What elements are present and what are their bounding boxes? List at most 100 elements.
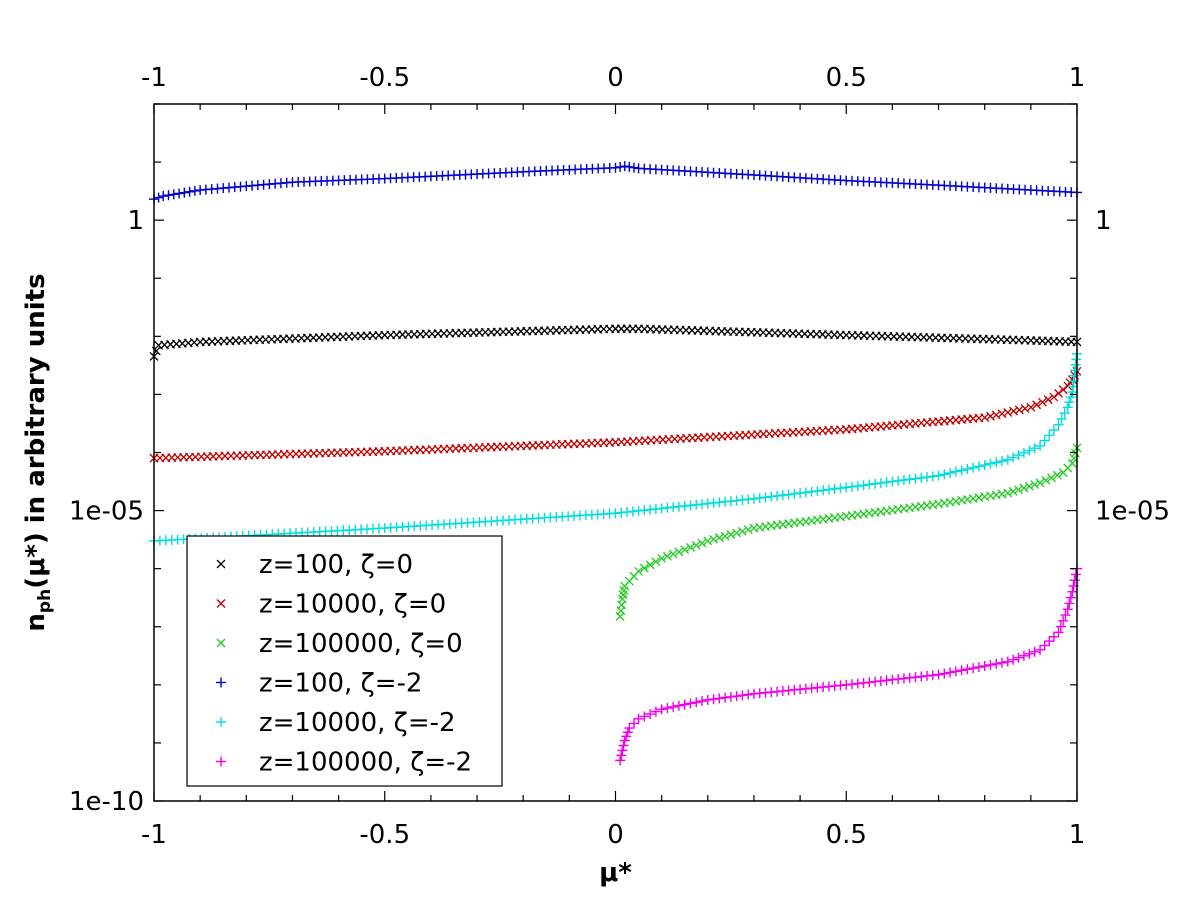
marker-stroke bbox=[709, 534, 719, 544]
marker-stroke bbox=[177, 338, 187, 348]
marker-stroke bbox=[749, 523, 759, 533]
data-point bbox=[709, 534, 719, 544]
marker-stroke bbox=[899, 504, 909, 514]
data-point bbox=[1030, 480, 1040, 490]
data-point bbox=[1043, 395, 1053, 405]
series-2 bbox=[615, 443, 1082, 621]
data-point bbox=[617, 745, 628, 756]
data-point bbox=[624, 723, 635, 734]
marker-stroke bbox=[945, 497, 955, 507]
data-point bbox=[624, 161, 635, 172]
data-point bbox=[674, 547, 684, 557]
data-point bbox=[985, 458, 996, 469]
marker-stroke bbox=[691, 540, 701, 550]
data-point bbox=[1044, 636, 1055, 647]
marker-stroke bbox=[726, 530, 736, 539]
marker-stroke bbox=[974, 413, 984, 423]
data-point bbox=[1067, 458, 1077, 468]
data-point bbox=[615, 161, 626, 172]
data-point bbox=[1008, 654, 1019, 665]
marker-stroke bbox=[991, 490, 1001, 500]
marker-stroke bbox=[189, 337, 199, 347]
data-point bbox=[777, 490, 788, 501]
data-point bbox=[714, 693, 725, 704]
data-point bbox=[973, 461, 984, 472]
data-point bbox=[1026, 402, 1036, 412]
marker-stroke bbox=[1035, 478, 1045, 488]
data-point bbox=[1018, 650, 1029, 661]
series-5 bbox=[615, 563, 1082, 766]
data-point bbox=[725, 691, 736, 702]
data-point bbox=[702, 694, 713, 705]
data-point bbox=[748, 493, 759, 504]
data-point bbox=[697, 696, 708, 707]
data-point bbox=[1065, 592, 1076, 603]
data-point bbox=[616, 750, 627, 761]
data-point bbox=[922, 472, 933, 483]
ticks-layer bbox=[153, 103, 1078, 802]
data-point bbox=[754, 493, 765, 504]
data-point bbox=[639, 563, 649, 573]
marker-stroke bbox=[720, 531, 730, 541]
data-point bbox=[685, 698, 696, 709]
legend-marker bbox=[216, 559, 226, 569]
data-point bbox=[610, 162, 621, 173]
data-point bbox=[174, 188, 185, 199]
data-point bbox=[991, 658, 1002, 669]
data-point bbox=[985, 659, 996, 670]
data-point bbox=[153, 192, 164, 203]
marker-stroke bbox=[922, 418, 932, 427]
marker-stroke bbox=[853, 510, 863, 520]
marker-stroke bbox=[807, 516, 817, 526]
marker-stroke bbox=[824, 513, 834, 523]
legend-label: z=10000, ζ=0 bbox=[259, 590, 446, 620]
legend-marker bbox=[216, 677, 226, 688]
marker-stroke bbox=[1067, 458, 1077, 468]
marker-stroke bbox=[166, 339, 175, 349]
data-point bbox=[650, 706, 661, 717]
marker-stroke bbox=[882, 421, 892, 431]
marker-stroke bbox=[841, 511, 851, 521]
x-tick-label-top: 0 bbox=[607, 63, 624, 93]
data-point bbox=[858, 480, 869, 491]
data-point bbox=[1014, 485, 1024, 495]
data-point bbox=[956, 665, 967, 676]
data-point bbox=[852, 480, 863, 491]
data-point bbox=[875, 478, 886, 489]
data-point bbox=[720, 692, 731, 703]
marker-stroke bbox=[864, 508, 874, 518]
marker-stroke bbox=[686, 543, 695, 552]
data-point bbox=[1041, 475, 1051, 485]
marker-stroke bbox=[1008, 486, 1018, 496]
marker-stroke bbox=[1052, 470, 1062, 480]
marker-stroke bbox=[980, 413, 990, 422]
data-point bbox=[772, 490, 783, 501]
data-point bbox=[732, 528, 742, 538]
legend-label: z=100, ζ=-2 bbox=[259, 669, 422, 699]
data-point bbox=[870, 478, 881, 489]
marker-stroke bbox=[991, 410, 1001, 420]
y-axis-title-rest: (μ*) in arbitrary units bbox=[21, 273, 51, 588]
data-point bbox=[893, 475, 904, 486]
marker-stroke bbox=[974, 493, 984, 503]
marker-stroke bbox=[957, 415, 967, 424]
data-point bbox=[615, 755, 626, 766]
marker-stroke bbox=[997, 489, 1007, 499]
data-point bbox=[968, 663, 979, 674]
data-point bbox=[1069, 575, 1080, 586]
data-point bbox=[962, 664, 973, 675]
series-3 bbox=[149, 161, 1082, 205]
marker-stroke bbox=[1043, 395, 1053, 405]
data-point bbox=[1064, 598, 1075, 609]
data-point bbox=[1003, 488, 1013, 498]
marker-stroke bbox=[714, 533, 724, 543]
marker-stroke bbox=[1019, 483, 1029, 493]
data-point bbox=[1058, 615, 1069, 626]
marker-stroke bbox=[957, 495, 967, 505]
marker-stroke bbox=[1032, 400, 1042, 410]
data-point bbox=[1039, 640, 1050, 651]
data-point bbox=[737, 526, 747, 536]
marker-stroke bbox=[616, 606, 626, 616]
data-point bbox=[618, 740, 629, 751]
marker-stroke bbox=[651, 557, 661, 567]
